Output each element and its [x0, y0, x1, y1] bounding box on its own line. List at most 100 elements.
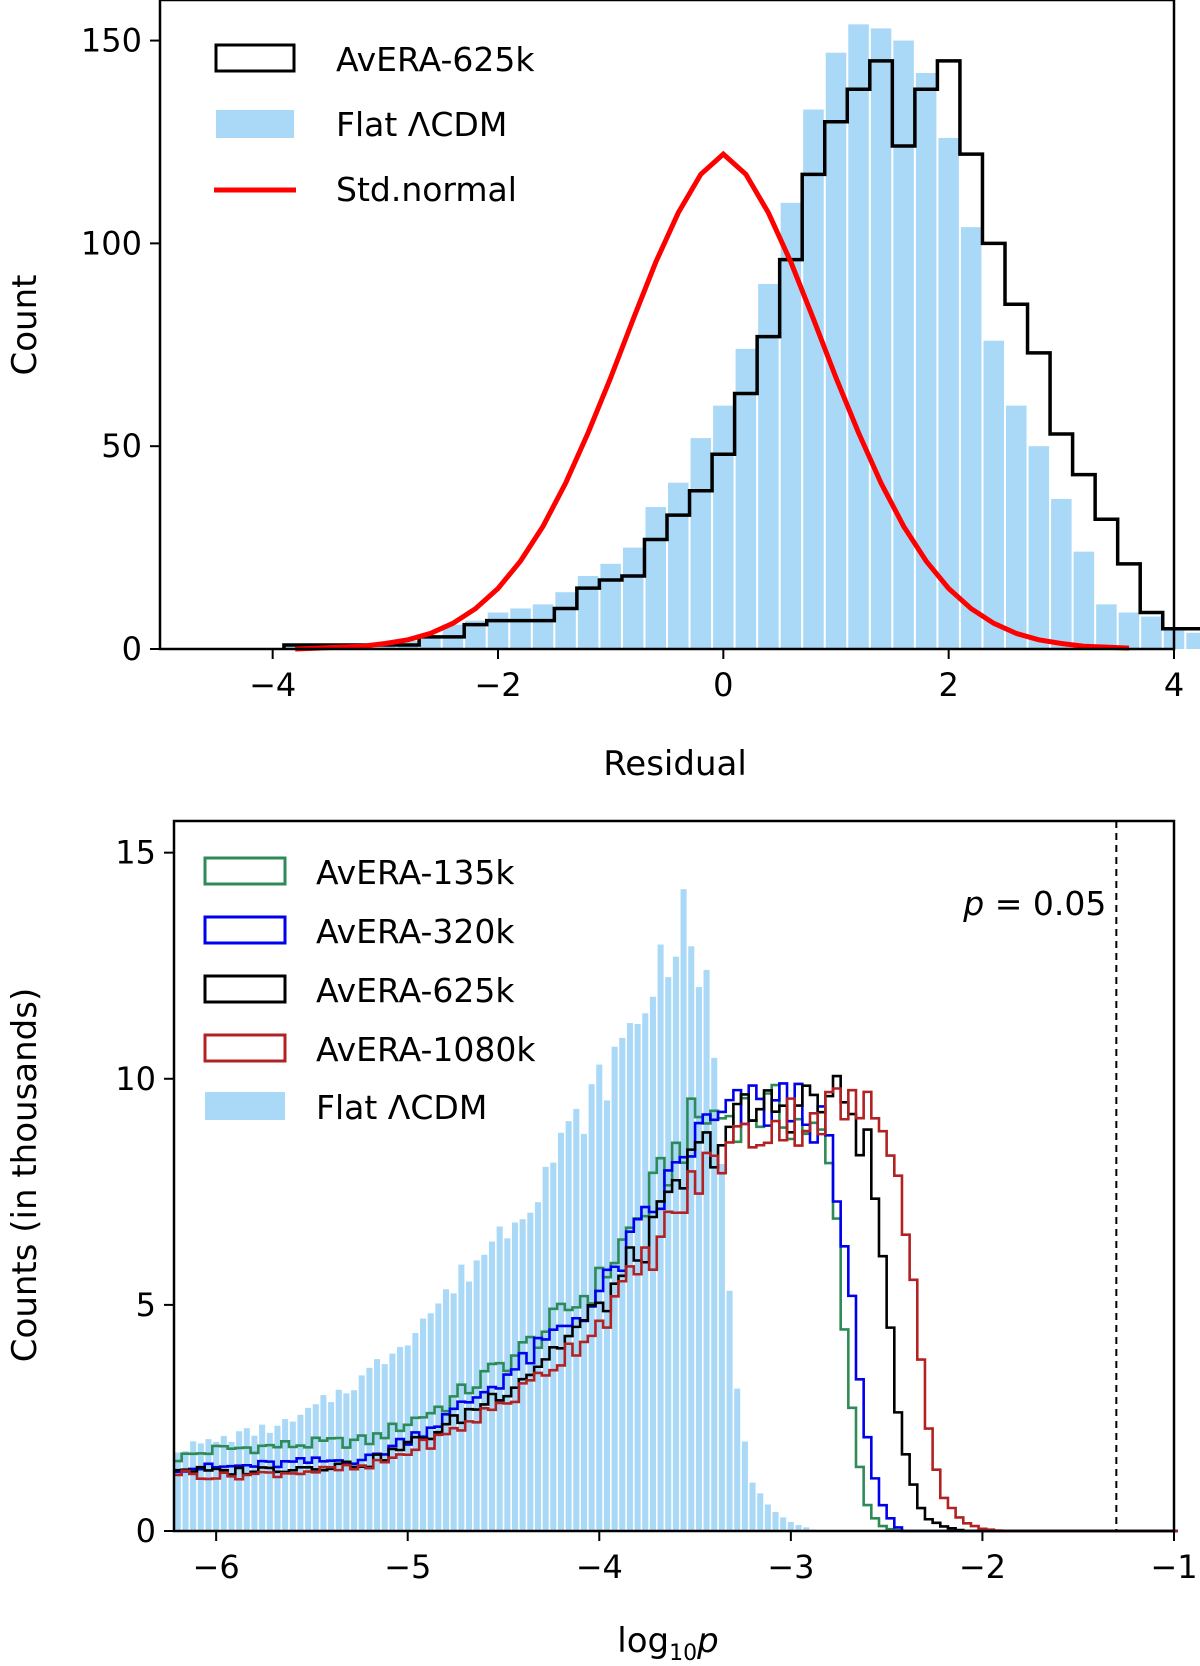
histogram-bar — [282, 1419, 289, 1531]
legend-swatch-avera-1080k — [203, 1033, 287, 1063]
y-tick-label: 0 — [122, 630, 142, 668]
histogram-bar — [665, 977, 672, 1531]
y-tick-label: 0 — [136, 1512, 156, 1550]
x-axis-label: log10p — [617, 1621, 718, 1666]
histogram-bar — [1141, 616, 1162, 649]
histogram-bar — [893, 40, 914, 649]
legend-label-flat-lcdm: Flat ΛCDM — [336, 105, 507, 144]
histogram-bar — [174, 1452, 181, 1531]
log-p-histogram-panel: p = 0.05 −6 −5 −4 −3 −2 −1 0 5 10 15 log10p Coun… — [5, 819, 1198, 1666]
legend: AvERA-625k Flat ΛCDM Std.normal — [214, 40, 535, 209]
histogram-bar — [266, 1432, 273, 1531]
histogram-bar — [848, 24, 869, 649]
histogram-bar — [542, 1166, 549, 1531]
histogram-bar — [915, 73, 937, 649]
histogram-bar — [236, 1431, 243, 1531]
histogram-bar — [803, 1527, 810, 1531]
histogram-bar — [749, 1482, 756, 1531]
legend-swatch-avera-625k — [203, 974, 287, 1004]
histogram-bar — [573, 1108, 580, 1531]
histogram-bar — [358, 1375, 365, 1531]
histogram-bar — [366, 1367, 373, 1531]
histogram-bar — [726, 1290, 733, 1531]
histogram-bar — [772, 1511, 779, 1531]
step-line-avera-625k — [174, 1074, 1178, 1533]
histogram-bar — [757, 1493, 764, 1531]
histogram-bar — [496, 1226, 503, 1531]
y-tick-label: 100 — [81, 224, 142, 262]
histogram-bar — [527, 1212, 534, 1531]
histogram-bar — [532, 604, 554, 649]
y-axis-label: Count — [5, 275, 45, 376]
y-tick-label: 10 — [115, 1060, 156, 1098]
histogram-bar — [487, 612, 509, 649]
legend-swatch-avera-625k — [214, 43, 296, 73]
histogram-bar — [205, 1439, 212, 1531]
histogram-bar — [375, 644, 396, 649]
y-ticks: 0 5 10 15 — [115, 834, 174, 1550]
histogram-bar — [780, 202, 802, 649]
histogram-bar — [305, 1407, 312, 1531]
y-tick-label: 50 — [101, 427, 142, 465]
x-tick-label: −2 — [474, 666, 521, 704]
histogram-bar — [312, 1404, 319, 1531]
y-tick-label: 5 — [136, 1286, 156, 1324]
histogram-bar — [473, 1260, 480, 1531]
legend-label-std-normal: Std.normal — [336, 170, 517, 209]
histogram-bar — [1118, 612, 1140, 649]
histogram-bar — [780, 1517, 787, 1531]
histogram-bar — [645, 507, 666, 649]
histogram-bar — [374, 1359, 381, 1531]
legend-swatch-flat-lcdm — [216, 110, 294, 138]
histogram-bar — [1051, 498, 1072, 649]
histogram-bar — [688, 946, 695, 1531]
x-tick-label: 4 — [1164, 666, 1184, 704]
histogram-bar — [435, 1303, 442, 1531]
histogram-bar — [404, 1345, 411, 1531]
histogram-bar — [510, 608, 531, 649]
histogram-bar — [600, 563, 621, 649]
histogram-bar — [611, 1046, 618, 1531]
histogram-bar — [619, 1037, 626, 1531]
x-tick-label: −1 — [1150, 1548, 1197, 1586]
step-line-avera-1080k — [174, 1087, 1178, 1533]
histogram-bar — [825, 52, 847, 649]
x-tick-label: −4 — [576, 1548, 623, 1586]
histogram-bar — [220, 1436, 227, 1531]
x-tick-label: −2 — [959, 1548, 1006, 1586]
residual-histogram-panel: −4 −2 0 2 4 0 50 100 150 Residual Count AvERA-6… — [5, 0, 1200, 784]
histogram-bar — [668, 482, 689, 649]
histogram-bar — [741, 1441, 748, 1531]
histogram-bar — [190, 1441, 197, 1531]
x-ticks: −4 −2 0 2 4 — [249, 649, 1184, 704]
histogram-bar — [1073, 551, 1095, 649]
step-line-avera-320k — [174, 1082, 1178, 1533]
histogram-bar — [1186, 632, 1200, 649]
histogram-bar — [1096, 604, 1117, 649]
histogram-bar — [557, 1132, 565, 1531]
x-tick-label: −4 — [249, 666, 296, 704]
histogram-bar — [213, 1441, 220, 1531]
x-tick-label: 2 — [938, 666, 958, 704]
legend-swatch-avera-135k — [203, 856, 287, 886]
histogram-bar — [320, 1395, 327, 1531]
avera-step-lines — [174, 1074, 1178, 1533]
histogram-bar — [703, 969, 710, 1531]
histogram-bar — [197, 1443, 204, 1531]
histogram-bar — [735, 348, 757, 649]
histogram-bar — [626, 1023, 633, 1531]
x-tick-label: −3 — [767, 1548, 814, 1586]
y-tick-label: 150 — [81, 22, 142, 60]
histogram-bar — [251, 1435, 258, 1531]
histogram-bar — [465, 1281, 473, 1531]
histogram-bar — [420, 1318, 427, 1531]
histogram-bar — [672, 956, 679, 1531]
x-tick-label: −6 — [193, 1548, 240, 1586]
histogram-bar — [764, 1504, 771, 1531]
histogram-bar — [803, 109, 824, 650]
histogram-bar — [450, 1293, 457, 1531]
flat-lcdm-bars — [284, 24, 1200, 650]
histogram-bar — [870, 28, 892, 650]
histogram-bar — [1028, 446, 1050, 649]
